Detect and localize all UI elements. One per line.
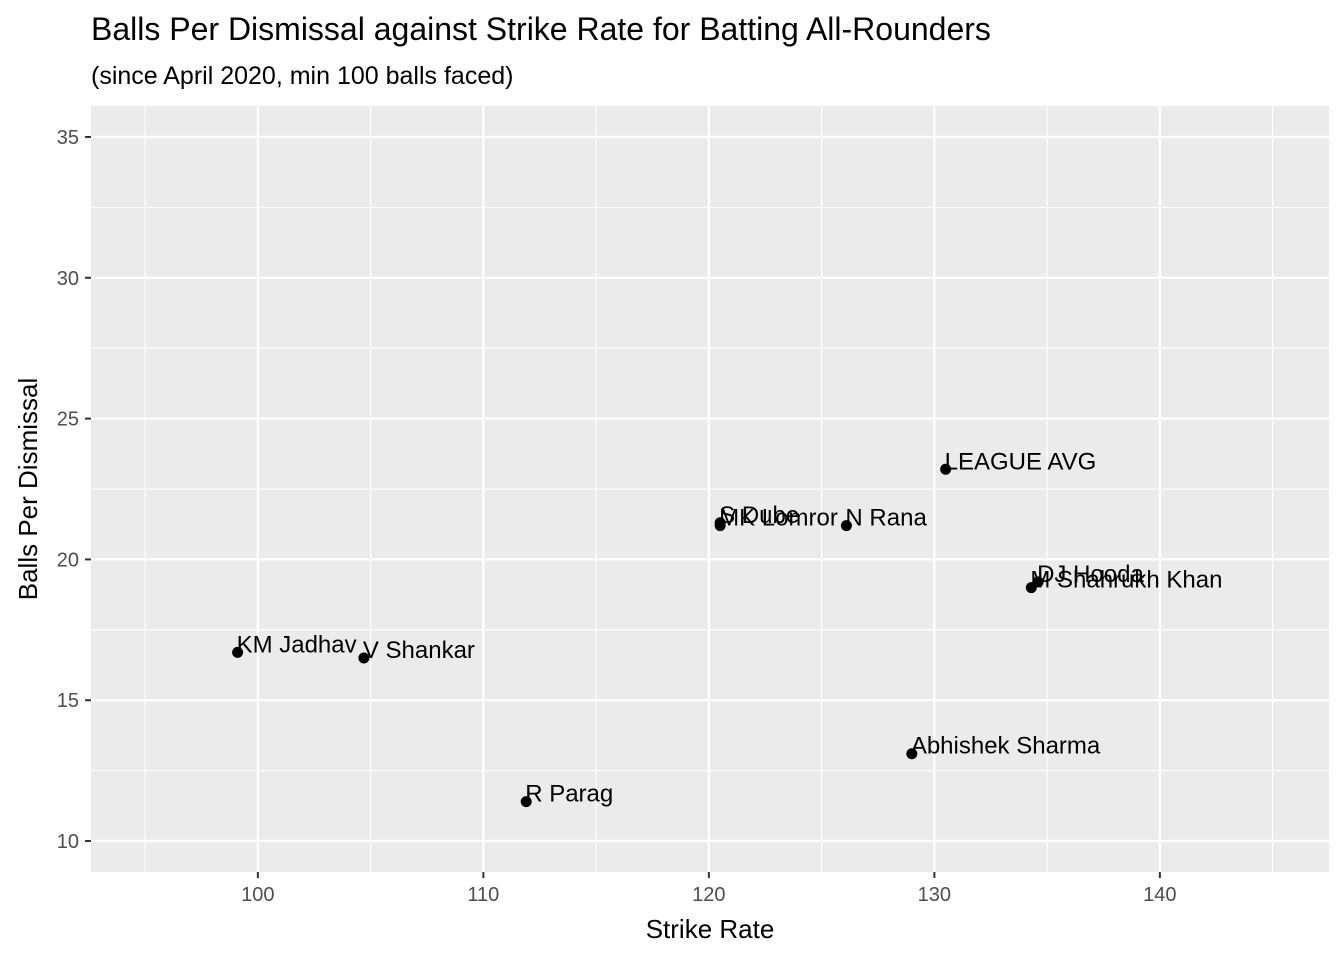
y-axis-title: Balls Per Dismissal <box>13 378 43 601</box>
data-point-label: M Shahrukh Khan <box>1030 567 1222 594</box>
x-tick-label: 110 <box>467 884 499 906</box>
x-tick-label: 140 <box>1143 884 1176 906</box>
y-tick-label: 35 <box>57 127 79 149</box>
data-point-label: R Parag <box>525 781 613 808</box>
data-point-label: LEAGUE AVG <box>945 448 1097 475</box>
chart-title: Balls Per Dismissal against Strike Rate … <box>91 11 991 47</box>
chart-subtitle: (since April 2020, min 100 balls faced) <box>91 62 513 90</box>
y-tick-label: 20 <box>57 549 79 571</box>
x-tick-label: 120 <box>692 884 725 906</box>
y-tick-label: 30 <box>57 268 79 290</box>
data-point-label: N Rana <box>845 505 927 532</box>
y-tick-label: 10 <box>57 831 79 853</box>
data-point-label: MK Lomror <box>719 505 838 532</box>
y-axis: 10 15 20 25 30 35 <box>57 127 91 853</box>
x-axis-title: Strike Rate <box>646 914 775 944</box>
x-tick-label: 130 <box>918 884 951 906</box>
data-point-label: Abhishek Sharma <box>911 733 1101 760</box>
y-tick-label: 25 <box>57 409 79 431</box>
data-point-label: KM Jadhav <box>237 631 357 658</box>
x-axis: 100 110 120 130 140 <box>241 872 1176 906</box>
x-tick-label: 100 <box>241 884 274 906</box>
data-point-label: V Shankar <box>363 637 475 664</box>
y-tick-label: 15 <box>57 690 79 712</box>
